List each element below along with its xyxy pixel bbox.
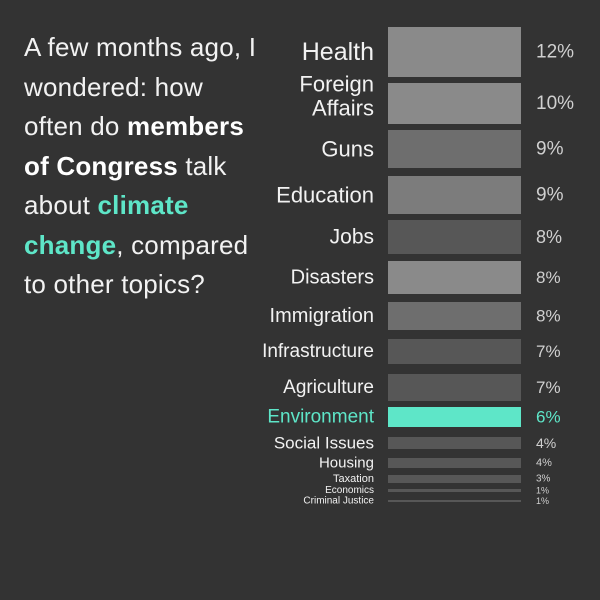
value-label: 12% xyxy=(536,42,574,63)
category-label: Social Issues xyxy=(274,434,374,453)
intro-text-part: A few months ago, I wondered: how often … xyxy=(24,32,257,141)
category-label: Environment xyxy=(267,407,374,428)
bar-foreign-affairs xyxy=(388,83,521,124)
category-label: Economics xyxy=(325,485,374,496)
value-label: 3% xyxy=(536,474,551,485)
bar-agriculture xyxy=(388,374,521,401)
value-label: 1% xyxy=(536,496,549,506)
value-label: 6% xyxy=(536,408,561,427)
bar-education xyxy=(388,176,521,214)
category-label: Education xyxy=(276,183,374,208)
value-label: 7% xyxy=(536,342,561,361)
category-label: Immigration xyxy=(270,305,374,327)
bar-immigration xyxy=(388,302,521,330)
category-label: Infrastructure xyxy=(262,341,374,362)
intro-text-part: , compared to other topics? xyxy=(24,229,249,300)
bar-social-issues xyxy=(388,437,521,449)
bar-housing xyxy=(388,458,521,468)
category-label: Taxation xyxy=(333,473,374,485)
value-label: 4% xyxy=(536,435,556,451)
bar-guns xyxy=(388,130,521,168)
value-label: 4% xyxy=(536,457,552,469)
value-label: 8% xyxy=(536,307,561,326)
category-label: Criminal Justice xyxy=(303,496,374,507)
category-label: Foreign Affairs xyxy=(299,72,374,121)
category-label: Health xyxy=(302,38,374,66)
bar-jobs xyxy=(388,220,521,254)
bar-disasters xyxy=(388,261,521,294)
value-label: 9% xyxy=(536,185,564,206)
intro-bold-text: members of Congress xyxy=(24,111,245,181)
category-label: Agriculture xyxy=(283,377,374,398)
intro-text: A few months ago, I wondered: how often … xyxy=(24,28,264,305)
value-label: 8% xyxy=(536,268,561,287)
bar-health xyxy=(388,27,521,77)
category-label: Housing xyxy=(319,455,374,472)
bar-criminal-justice xyxy=(388,500,521,502)
value-label: 8% xyxy=(536,227,562,247)
value-label: 10% xyxy=(536,93,574,114)
bar-environment xyxy=(388,407,521,427)
value-label: 1% xyxy=(536,486,549,496)
bar-economics xyxy=(388,489,521,492)
bar-taxation xyxy=(388,475,521,483)
intro-text-part: talk about xyxy=(24,150,227,221)
intro-accent-text: climate change xyxy=(24,190,189,260)
category-label: Guns xyxy=(321,137,374,162)
category-label: Disasters xyxy=(291,267,374,289)
category-label: Jobs xyxy=(330,226,374,249)
bar-infrastructure xyxy=(388,339,521,364)
value-label: 9% xyxy=(536,139,564,160)
value-label: 7% xyxy=(536,378,561,397)
